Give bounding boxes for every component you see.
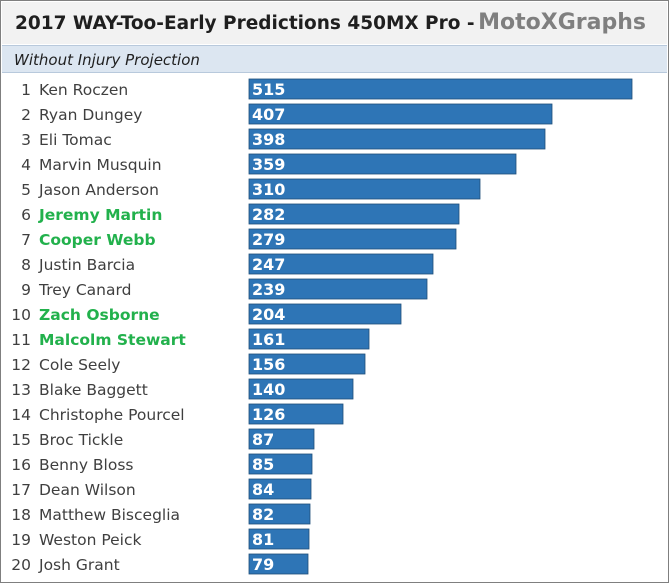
rider-name-label: Trey Canard <box>38 281 131 299</box>
bar <box>248 378 354 400</box>
bar <box>248 78 633 100</box>
bar-value-label: 359 <box>252 155 285 174</box>
bar-value-label: 239 <box>252 280 285 299</box>
bar-value-label: 81 <box>252 530 274 549</box>
bar-value-label: 87 <box>252 430 274 449</box>
bar <box>248 353 366 375</box>
bar-value-label: 140 <box>252 380 285 399</box>
rank-label: 4 <box>21 156 31 174</box>
rider-name-label: Eli Tomac <box>39 131 112 149</box>
title-bar: 2017 WAY-Too-Early Predictions 450MX Pro… <box>2 2 667 44</box>
bar-value-label: 247 <box>252 255 285 274</box>
bar <box>248 303 402 325</box>
rank-label: 2 <box>21 106 31 124</box>
bar-value-label: 82 <box>252 505 274 524</box>
bar <box>248 128 546 150</box>
rank-label: 8 <box>21 256 31 274</box>
bar <box>248 278 428 300</box>
bar <box>248 328 370 350</box>
rider-name-label: Justin Barcia <box>38 256 135 274</box>
bar <box>248 453 313 475</box>
bar <box>248 503 311 525</box>
bar-value-label: 282 <box>252 205 285 224</box>
bar <box>248 103 553 125</box>
bar-value-label: 161 <box>252 330 285 349</box>
rider-name-label: Cole Seely <box>39 356 120 374</box>
rank-label: 5 <box>21 181 31 199</box>
rank-label: 6 <box>21 206 31 224</box>
rank-label: 16 <box>11 456 31 474</box>
bar-value-label: 279 <box>252 230 285 249</box>
bar-value-label: 79 <box>252 555 274 574</box>
bar-value-label: 85 <box>252 455 274 474</box>
rank-label: 14 <box>11 406 31 424</box>
bar <box>248 428 315 450</box>
rider-name-label: Blake Baggett <box>39 381 148 399</box>
rank-label: 17 <box>11 481 31 499</box>
bar-value-label: 204 <box>252 305 285 324</box>
rank-label: 20 <box>11 556 31 574</box>
bar <box>248 253 434 275</box>
bar <box>248 178 481 200</box>
bar-value-label: 310 <box>252 180 285 199</box>
bar <box>248 553 309 575</box>
rank-label: 18 <box>11 506 31 524</box>
rank-label: 12 <box>11 356 31 374</box>
rank-label: 3 <box>21 131 31 149</box>
rider-name-label: Malcolm Stewart <box>39 331 186 349</box>
bar <box>248 528 310 550</box>
rider-name-label: Cooper Webb <box>39 231 156 249</box>
rider-name-label: Weston Peick <box>39 531 141 549</box>
rank-label: 13 <box>11 381 31 399</box>
rank-label: 11 <box>11 331 31 349</box>
bar <box>248 478 312 500</box>
bar-value-label: 515 <box>252 80 285 99</box>
bar <box>248 203 460 225</box>
rank-label: 10 <box>11 306 31 324</box>
subtitle-bar: Without Injury Projection <box>2 45 667 73</box>
rider-name-label: Ryan Dungey <box>39 106 142 124</box>
bar-value-label: 84 <box>252 480 274 499</box>
rank-label: 1 <box>21 81 31 99</box>
chart-title: 2017 WAY-Too-Early Predictions 450MX Pro… <box>15 13 475 34</box>
rider-name-label: Broc Tickle <box>39 431 123 449</box>
bar <box>248 153 517 175</box>
rider-name-label: Jason Anderson <box>38 181 159 199</box>
brand-logo-text: MotoXGraphs <box>478 10 646 35</box>
rider-name-label: Matthew Bisceglia <box>39 506 180 524</box>
bar <box>248 403 344 425</box>
rider-name-label: Jeremy Martin <box>38 206 162 224</box>
bar-value-label: 126 <box>252 405 285 424</box>
rank-label: 19 <box>11 531 31 549</box>
bar-value-label: 398 <box>252 130 285 149</box>
rider-name-label: Ken Roczen <box>39 81 128 99</box>
bar-value-label: 156 <box>252 355 285 374</box>
rider-name-label: Christophe Pourcel <box>39 406 185 424</box>
rank-label: 9 <box>21 281 31 299</box>
rank-label: 7 <box>21 231 31 249</box>
rank-label: 15 <box>11 431 31 449</box>
rider-name-label: Marvin Musquin <box>39 156 162 174</box>
rider-name-label: Zach Osborne <box>39 306 160 324</box>
chart-subtitle: Without Injury Projection <box>14 51 200 69</box>
bar-value-label: 407 <box>252 105 285 124</box>
rider-name-label: Benny Bloss <box>39 456 134 474</box>
bar <box>248 228 457 250</box>
rider-name-label: Dean Wilson <box>39 481 136 499</box>
rider-name-label: Josh Grant <box>38 556 120 574</box>
